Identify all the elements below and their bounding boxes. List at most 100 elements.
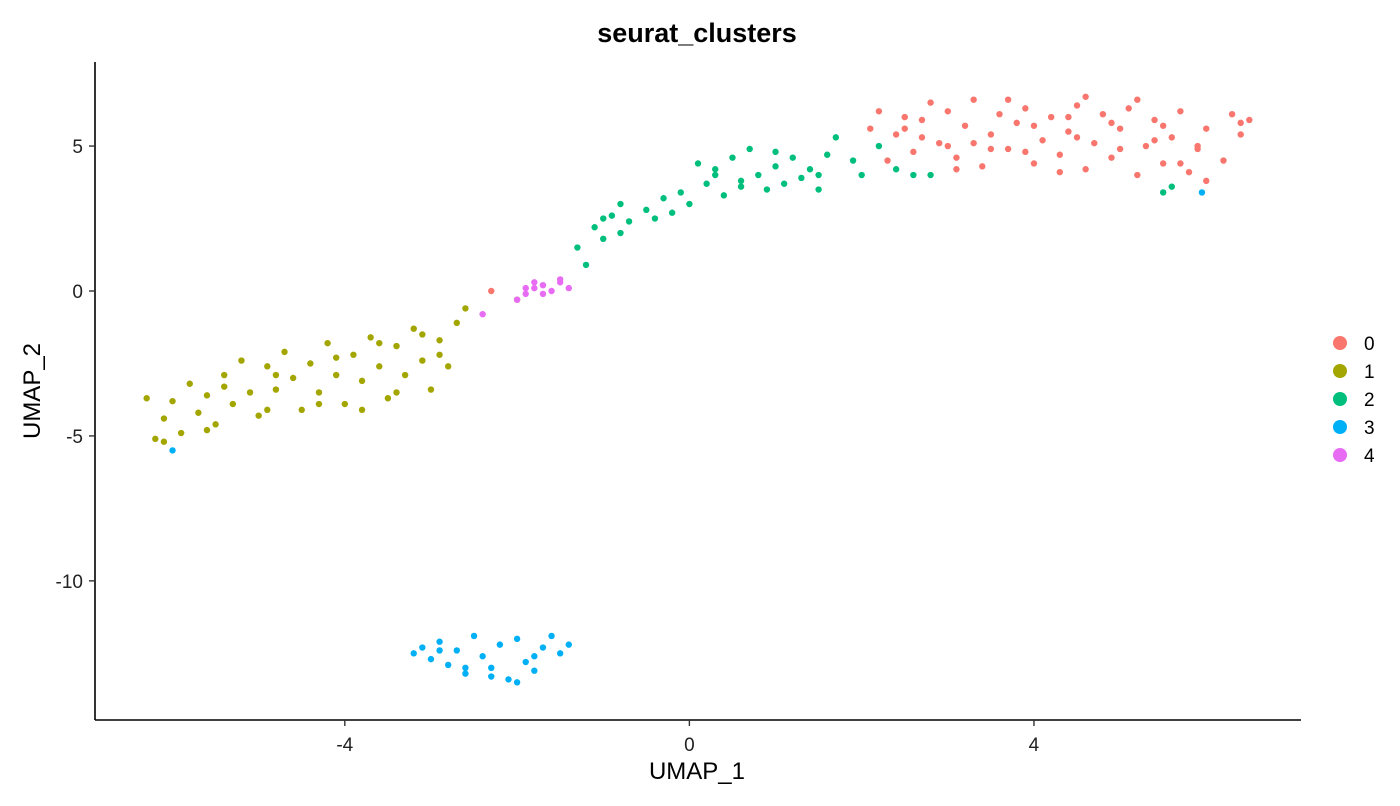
cluster-0-point [1056,168,1064,176]
cluster-0-point [1039,137,1046,144]
cluster-1-point [272,386,280,393]
cluster-4-point [479,310,486,318]
cluster-3-point [548,632,555,640]
cluster-4-point [539,281,547,289]
cluster-3-point [419,644,426,651]
cluster-1-point [229,400,237,408]
cluster-0-point [1177,108,1184,115]
legend-key-cluster-2 [1333,392,1347,406]
cluster-1-point [315,389,323,396]
cluster-2-point [798,174,805,182]
cluster-2-point [712,171,719,179]
cluster-2-point [591,224,598,231]
cluster-0-point [867,125,874,132]
x-tick-label: 4 [1029,735,1040,756]
cluster-0-point [1177,160,1184,167]
cluster-4-point [539,290,547,298]
cluster-4-point [531,279,538,286]
cluster-3-point [410,650,417,657]
cluster-0-point [979,163,986,170]
cluster-0-point [1237,119,1244,127]
cluster-0-point [1073,102,1081,109]
cluster-1-point [272,371,280,379]
cluster-2-point [815,171,822,179]
cluster-3-point [1198,189,1206,196]
x-axis-title: UMAP_1 [649,758,745,785]
cluster-1-point [419,357,426,364]
cluster-3-point [513,679,521,686]
cluster-1-point [462,305,469,312]
cluster-1-point [186,380,193,387]
cluster-1-point [152,435,159,443]
cluster-1-point [419,331,426,338]
cluster-1-point [333,371,340,379]
cluster-1-point [324,339,331,347]
cluster-3-point [462,664,469,672]
cluster-2-point [746,145,753,153]
cluster-3-point [470,632,478,640]
cluster-2-point [703,180,710,187]
cluster-0-point [1168,134,1175,141]
cluster-2-point [582,261,590,269]
cluster-2-point [737,177,745,185]
cluster-1-point [203,392,211,399]
cluster-0-point [1228,110,1236,118]
cluster-0-point [901,113,908,121]
cluster-0-point [1134,96,1141,103]
data-points [143,93,1253,686]
cluster-4-point [522,290,529,298]
cluster-1-point [281,348,288,356]
legend-label-cluster-2: 2 [1364,390,1375,411]
cluster-1-point [341,400,349,408]
legend-label-cluster-1: 1 [1364,362,1375,383]
legend-key-cluster-1 [1333,364,1347,378]
cluster-3-point [531,667,538,674]
cluster-0-point [1159,160,1167,167]
cluster-1-point [367,334,374,341]
cluster-0-point [1022,148,1029,156]
cluster-0-point [1203,125,1210,132]
cluster-0-point [901,125,908,132]
cluster-1-point [315,400,323,408]
cluster-2-point [617,229,624,237]
cluster-1-point [393,342,400,350]
cluster-2-point [849,157,857,164]
cluster-3-point [427,655,435,663]
cluster-1-point [255,412,262,419]
cluster-0-point [892,131,900,138]
cluster-2-point [643,206,650,214]
cluster-1-point [401,371,409,379]
cluster-2-point [789,154,796,161]
cluster-1-point [436,337,443,344]
cluster-0-point [1151,116,1158,124]
cluster-1-point [444,363,452,370]
cluster-0-point [884,157,891,164]
cluster-3-point [436,638,443,645]
cluster-4-point [556,276,564,283]
cluster-2-point [927,171,934,179]
cluster-0-point [1125,105,1132,112]
cluster-2-point [608,212,616,219]
cluster-0-point [970,139,977,147]
cluster-4-point [548,287,555,295]
cluster-0-point [1108,154,1115,161]
cluster-1-point [453,319,460,327]
cluster-0-point [1099,110,1107,118]
cluster-0-point [488,287,495,295]
cluster-0-point [1220,157,1227,164]
cluster-1-point [143,395,150,402]
cluster-2-point [686,200,693,208]
cluster-3-point [513,635,521,643]
cluster-2-point [815,186,822,193]
chart-title: seurat_clusters [597,18,797,48]
cluster-2-point [875,142,883,150]
cluster-0-point [944,108,952,115]
cluster-0-point [1013,119,1020,127]
cluster-3-point [462,670,469,677]
axes [94,62,1301,721]
cluster-1-point [221,371,228,379]
y-tick-label: -5 [66,427,83,448]
cluster-0-point [1004,145,1012,153]
cluster-1-point [376,339,383,347]
cluster-2-point [780,180,788,187]
